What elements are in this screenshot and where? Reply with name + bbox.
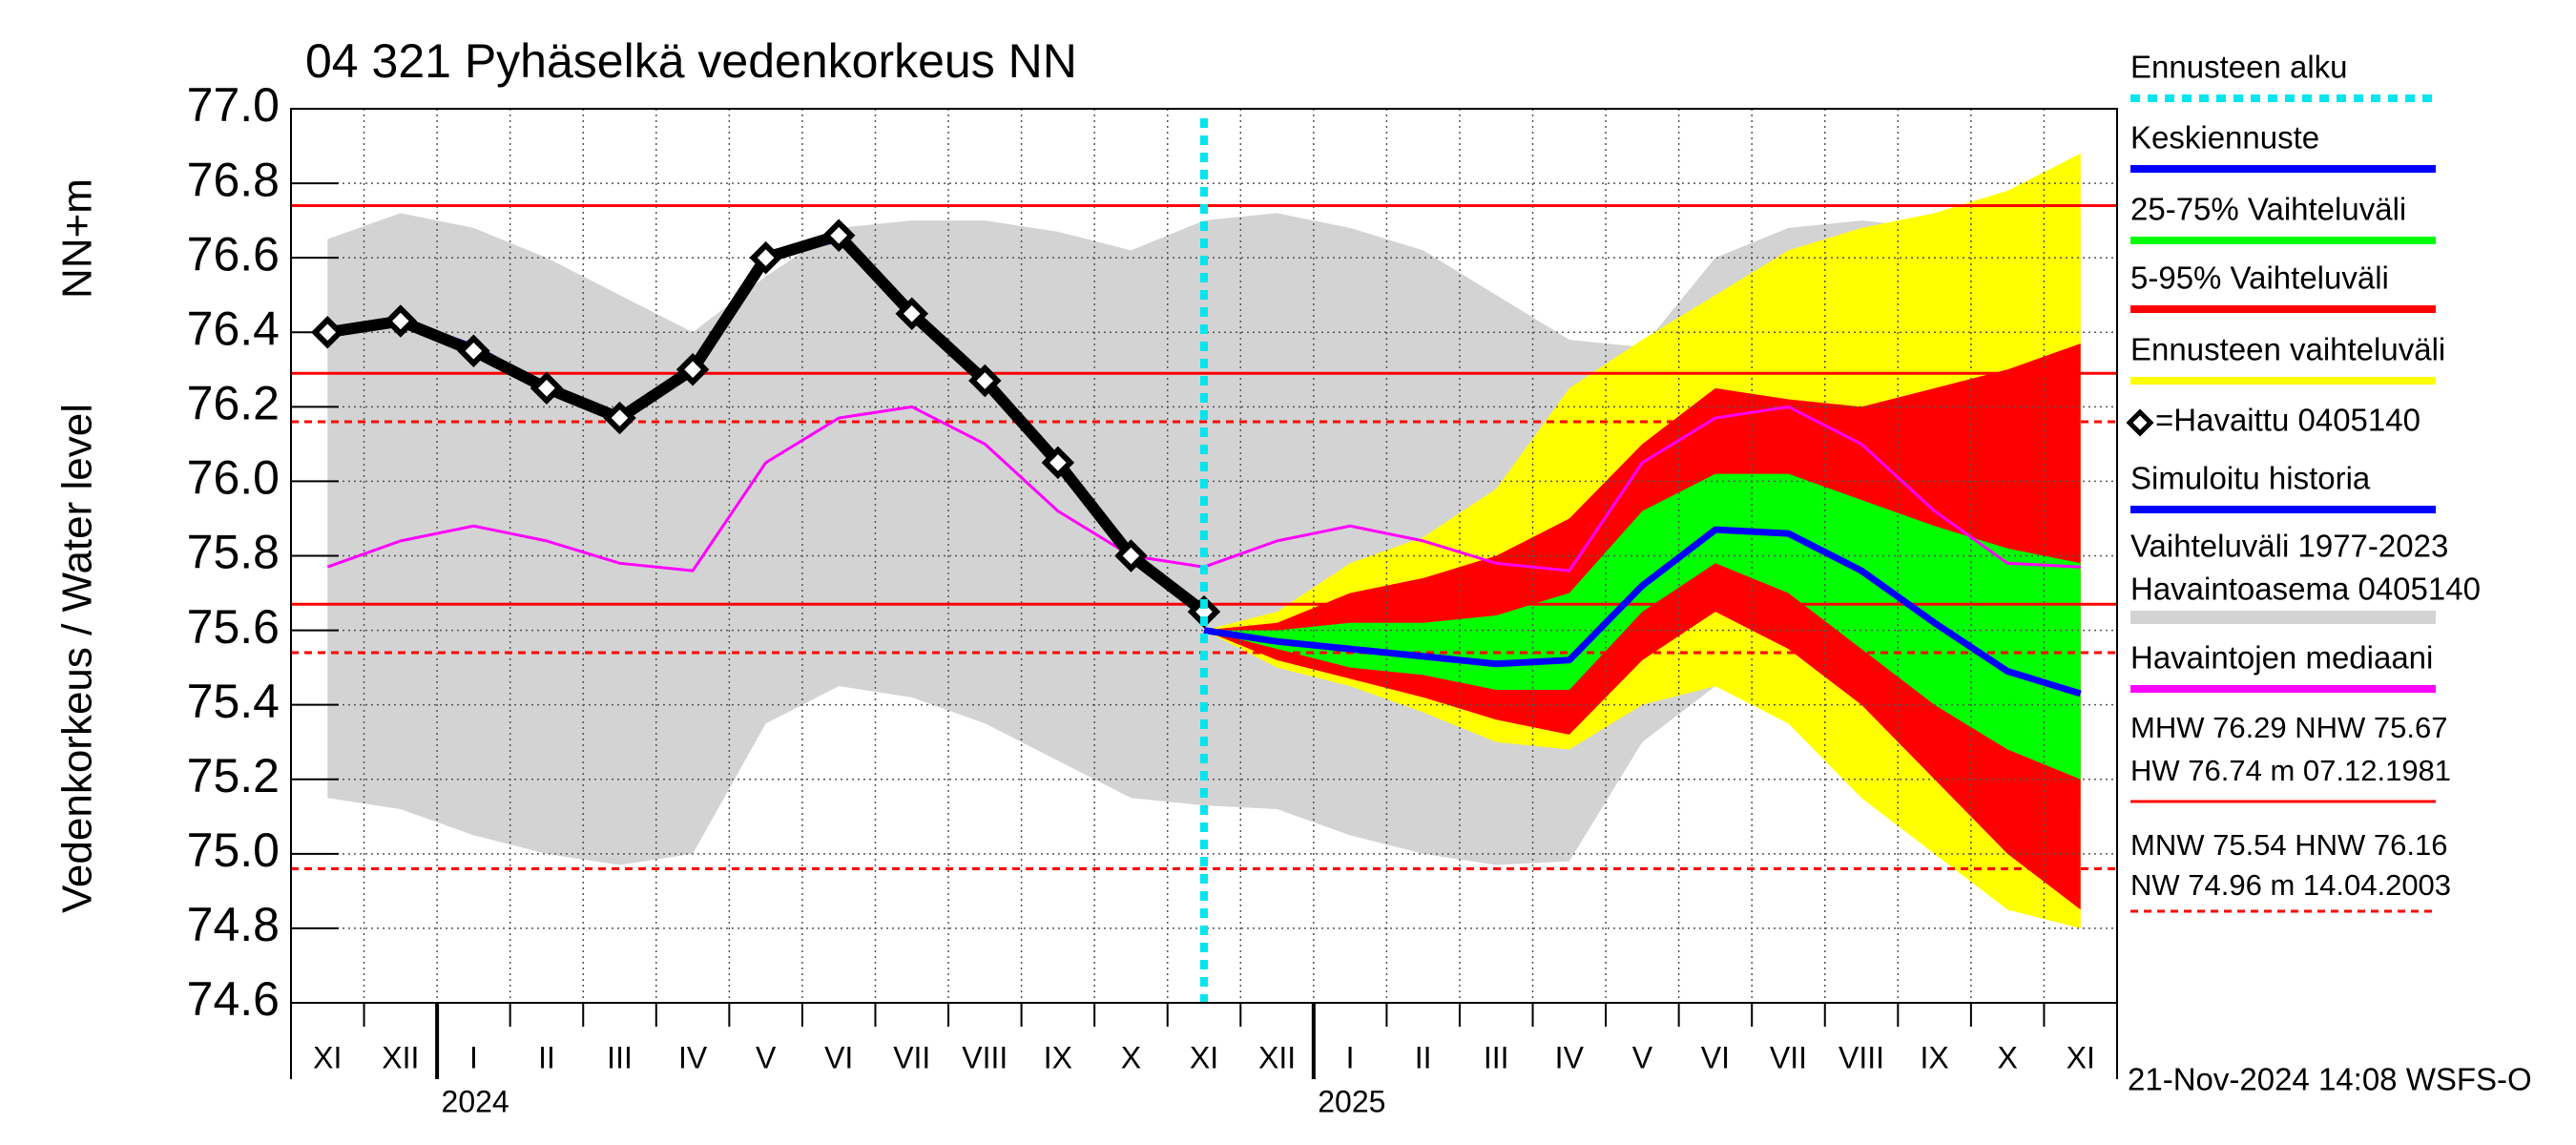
reference-text: NW 74.96 m 14.04.2003 xyxy=(2130,868,2451,902)
x-tick-label: VII xyxy=(893,1040,930,1074)
y-tick-label: 74.6 xyxy=(187,972,280,1026)
observed-marker xyxy=(749,240,782,275)
observed-marker xyxy=(457,334,490,368)
reference-text: MHW 76.29 NHW 75.67 xyxy=(2130,711,2448,744)
x-tick-label: VII xyxy=(1770,1040,1807,1074)
x-tick-label: I xyxy=(1346,1040,1355,1074)
legend-label: Vaihteluväli 1977-2023 xyxy=(2130,529,2448,564)
x-tick-label: XII xyxy=(1258,1040,1296,1074)
legend-label: Keskiennuste xyxy=(2130,120,2319,156)
y-tick-label: 75.2 xyxy=(187,749,280,802)
x-tick-label: XI xyxy=(313,1040,342,1074)
y-tick-label: 75.6 xyxy=(187,600,280,654)
x-tick-label: V xyxy=(756,1040,777,1074)
x-tick-label: VIII xyxy=(1839,1040,1884,1074)
x-tick-label: XI xyxy=(2067,1040,2095,1074)
observed-marker xyxy=(968,364,1002,398)
y-axis-label: Vedenkorkeus / Water level xyxy=(54,404,101,913)
legend-label: Ennusteen alku xyxy=(2130,50,2348,85)
legend-label: Havaintoasema 0405140 xyxy=(2130,572,2481,607)
x-tick-label: VI xyxy=(1701,1040,1730,1074)
x-tick-label: IV xyxy=(1555,1040,1585,1074)
observed-marker xyxy=(821,219,856,252)
x-tick-label: IV xyxy=(678,1040,708,1074)
year-label: 2024 xyxy=(442,1084,509,1118)
observed-marker xyxy=(675,353,710,386)
legend-label: Ennusteen vaihteluväli xyxy=(2130,332,2445,367)
legend-label: 25-75% Vaihteluväli xyxy=(2130,192,2406,227)
legend-label: Simuloitu historia xyxy=(2130,461,2371,496)
observed-marker xyxy=(311,316,344,349)
y-tick-label: 74.8 xyxy=(187,898,280,951)
chart-title: 04 321 Pyhäselkä vedenkorkeus NN xyxy=(305,34,1077,88)
y-unit-label: NN+m xyxy=(54,178,101,299)
x-tick-label: VIII xyxy=(962,1040,1008,1074)
legend-swatch xyxy=(2130,611,2436,624)
observed-marker xyxy=(530,371,564,406)
band-area xyxy=(1204,343,2081,910)
observed-marker xyxy=(1114,539,1148,572)
band-area xyxy=(1204,473,2081,780)
x-tick-label: V xyxy=(1632,1040,1653,1074)
reference-text: MNW 75.54 HNW 76.16 xyxy=(2130,828,2448,862)
observed-marker xyxy=(603,401,636,435)
y-tick-label: 76.4 xyxy=(187,302,280,355)
year-label: 2025 xyxy=(1318,1084,1385,1118)
x-tick-label: II xyxy=(1415,1040,1432,1074)
y-tick-label: 76.8 xyxy=(187,153,280,206)
x-tick-label: XI xyxy=(1190,1040,1218,1074)
y-tick-label: 76.6 xyxy=(187,227,280,281)
x-tick-label: X xyxy=(1121,1040,1141,1074)
x-tick-label: III xyxy=(1484,1040,1509,1074)
y-tick-label: 75.4 xyxy=(187,675,280,728)
observed-marker xyxy=(384,304,418,338)
x-tick-label: III xyxy=(607,1040,633,1074)
y-tick-label: 75.0 xyxy=(187,823,280,877)
x-tick-label: VI xyxy=(824,1040,853,1074)
series-line xyxy=(1203,526,2082,697)
x-tick-label: II xyxy=(538,1040,555,1074)
y-tick-label: 77.0 xyxy=(187,78,280,132)
y-tick-label: 75.8 xyxy=(187,526,280,579)
legend-label: 5-95% Vaihteluväli xyxy=(2130,260,2389,296)
legend-swatch xyxy=(2126,408,2154,437)
legend-label: Havaintojen mediaani xyxy=(2130,640,2433,676)
x-tick-label: X xyxy=(1997,1040,2017,1074)
y-tick-label: 76.0 xyxy=(187,451,280,505)
x-tick-label: I xyxy=(469,1040,478,1074)
footer: 21-Nov-2024 14:08 WSFS-O xyxy=(2128,1062,2532,1097)
x-tick-label: IX xyxy=(1920,1040,1948,1074)
reference-text: HW 76.74 m 07.12.1981 xyxy=(2130,754,2451,787)
x-tick-label: XII xyxy=(382,1040,419,1074)
y-tick-label: 76.2 xyxy=(187,377,280,430)
observed-marker xyxy=(895,297,929,330)
observed-marker xyxy=(1041,446,1075,480)
x-tick-label: IX xyxy=(1044,1040,1072,1074)
legend-label: =Havaittu 0405140 xyxy=(2155,403,2420,438)
plot-frame xyxy=(290,108,2118,1004)
